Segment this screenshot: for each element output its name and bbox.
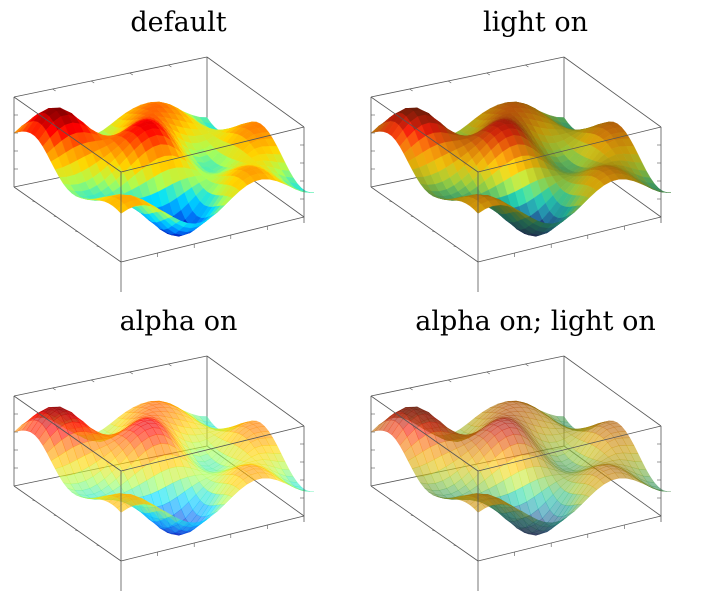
- box-edge: [448, 379, 452, 383]
- panel-alpha-on: alpha on: [0, 299, 357, 598]
- box-edge: [75, 529, 79, 532]
- box-edge: [370, 395, 479, 472]
- box-edge: [91, 80, 95, 84]
- surface-plot-default: [13, 56, 315, 292]
- box-edge: [410, 215, 414, 218]
- box-edge: [13, 395, 122, 472]
- panel-light-on: light on: [357, 0, 714, 299]
- box-edge: [370, 56, 565, 98]
- surface-plot-alpha-light-on: [370, 355, 672, 591]
- box-edge: [32, 499, 36, 502]
- box-edge: [477, 216, 662, 263]
- box-edge: [448, 80, 452, 84]
- box-edge: [477, 126, 662, 173]
- box-edge: [120, 515, 305, 562]
- box-edge: [53, 215, 57, 218]
- box-edge: [75, 230, 79, 233]
- box-edge: [389, 499, 393, 502]
- surface-mesh: [370, 101, 672, 237]
- box-edge: [13, 96, 122, 173]
- box-edge: [409, 387, 413, 391]
- box-edge: [53, 514, 57, 517]
- panel-title: default: [130, 7, 227, 38]
- surface-plot-alpha-on: [13, 355, 315, 591]
- box-edge: [477, 515, 662, 562]
- box-edge: [96, 245, 100, 248]
- surface-plot-light-on: [370, 56, 672, 292]
- box-edge: [453, 245, 457, 248]
- box-edge: [13, 56, 208, 98]
- box-edge: [91, 379, 95, 383]
- box-edge: [477, 425, 662, 472]
- box-edge: [453, 544, 457, 547]
- box-edge: [370, 186, 479, 263]
- box-edge: [370, 485, 479, 562]
- box-edge: [13, 355, 208, 397]
- box-edge: [486, 72, 490, 76]
- box-edge: [168, 363, 172, 367]
- box-edge: [52, 387, 56, 391]
- surface-mesh: [13, 101, 315, 237]
- box-edge: [129, 371, 133, 375]
- box-edge: [32, 200, 36, 203]
- panel-alpha-light-on: alpha on; light on: [357, 299, 714, 598]
- box-edge: [120, 216, 305, 263]
- box-edge: [370, 96, 479, 173]
- box-edge: [13, 485, 122, 562]
- box-edge: [409, 88, 413, 92]
- surface-mesh: [370, 400, 672, 536]
- box-edge: [563, 56, 662, 128]
- box-edge: [410, 514, 414, 517]
- box-edge: [525, 363, 529, 367]
- box-edge: [13, 186, 122, 263]
- box-edge: [120, 425, 305, 472]
- box-edge: [525, 64, 529, 68]
- box-edge: [389, 200, 393, 203]
- box-edge: [168, 64, 172, 68]
- panel-default: default: [0, 0, 357, 299]
- box-edge: [206, 56, 305, 128]
- box-edge: [129, 72, 133, 76]
- box-edge: [120, 126, 305, 173]
- box-edge: [432, 230, 436, 233]
- box-edge: [432, 529, 436, 532]
- box-edge: [563, 355, 662, 427]
- box-edge: [96, 544, 100, 547]
- surface-mesh: [13, 400, 315, 536]
- box-edge: [370, 355, 565, 397]
- box-edge: [206, 355, 305, 427]
- panel-title: alpha on; light on: [415, 306, 656, 337]
- box-edge: [486, 371, 490, 375]
- panel-title: alpha on: [119, 306, 238, 337]
- panel-title: light on: [482, 7, 589, 38]
- box-edge: [52, 88, 56, 92]
